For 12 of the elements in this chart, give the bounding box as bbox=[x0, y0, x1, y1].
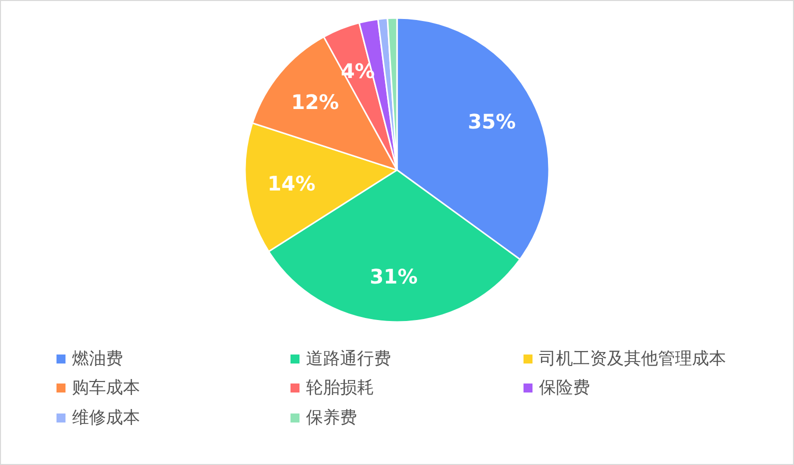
legend-label: 购车成本 bbox=[72, 378, 140, 398]
legend-label: 燃油费 bbox=[72, 349, 123, 369]
legend-label: 保养费 bbox=[306, 408, 357, 428]
data-label: 12% bbox=[291, 90, 339, 114]
legend-label: 维修成本 bbox=[72, 408, 140, 428]
data-label: 31% bbox=[370, 264, 418, 288]
legend-label: 司机工资及其他管理成本 bbox=[539, 349, 726, 369]
legend-label: 道路通行费 bbox=[306, 349, 391, 369]
data-label: 35% bbox=[468, 110, 516, 134]
data-label: 14% bbox=[268, 171, 316, 196]
legend-label: 保险费 bbox=[539, 378, 590, 398]
legend-label: 轮胎损耗 bbox=[306, 378, 374, 398]
